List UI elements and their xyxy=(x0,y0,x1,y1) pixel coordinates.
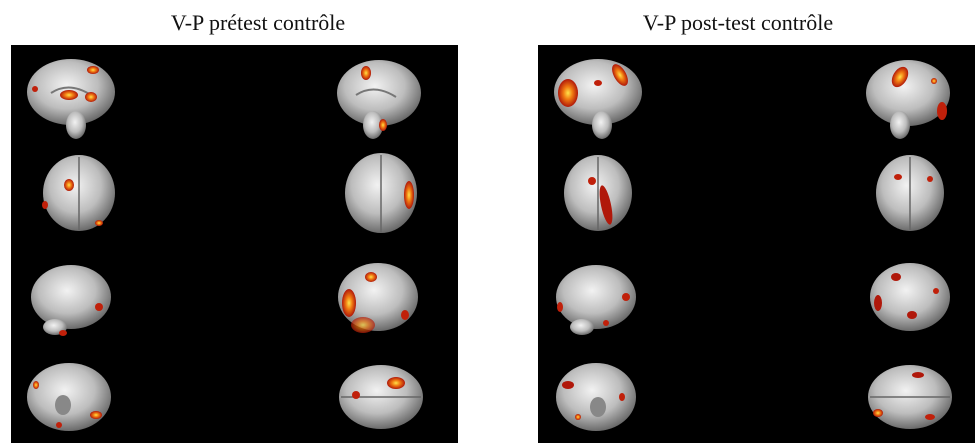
brain-renderings-pretest xyxy=(27,59,423,431)
panel-title-pretest: V-P prétest contrôle xyxy=(170,10,346,35)
brain-lateral-left xyxy=(556,265,636,335)
brain-sagittal-left xyxy=(554,59,642,139)
brain-panel-posttest xyxy=(538,45,975,443)
brain-sagittal-left xyxy=(27,59,115,139)
brain-inferior-left xyxy=(27,363,111,431)
brain-panel-pretest xyxy=(11,45,458,443)
brain-posterior-right xyxy=(345,153,417,233)
brain-sagittal-right xyxy=(337,60,421,139)
brain-posterior-left xyxy=(42,155,115,231)
brain-posterior-right xyxy=(876,155,944,231)
panel-title-posttest: V-P post-test contrôle xyxy=(642,10,834,35)
brain-sagittal-right xyxy=(866,60,950,139)
brain-lateral-right xyxy=(338,263,418,333)
brain-renderings-posttest xyxy=(554,59,952,431)
brain-lateral-right xyxy=(870,263,950,331)
brain-inferior-right xyxy=(339,365,423,429)
brain-inferior-right xyxy=(868,365,952,429)
brain-inferior-left xyxy=(556,363,636,431)
brain-lateral-left xyxy=(31,265,111,336)
brain-posterior-left xyxy=(564,155,632,231)
